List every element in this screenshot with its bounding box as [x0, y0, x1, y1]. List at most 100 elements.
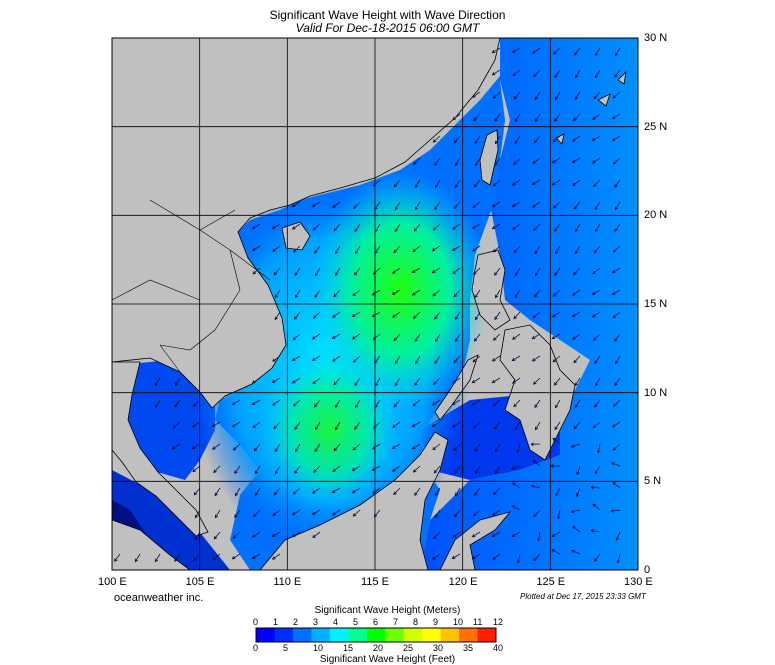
wave-arrow	[512, 377, 521, 384]
lat-lon-grid	[112, 38, 638, 570]
taiwan-island	[479, 129, 499, 186]
wave-arrow	[474, 311, 481, 321]
colorbar-segment	[366, 628, 386, 642]
wave-arrow	[511, 531, 521, 537]
wave-arrow	[454, 311, 461, 321]
wave-arrow	[234, 465, 241, 474]
wave-arrow	[414, 333, 421, 343]
wave-arrow	[291, 223, 301, 230]
wave-arrow	[231, 399, 241, 406]
wave-arrow	[554, 91, 561, 101]
wave-arrow	[432, 223, 441, 231]
wave-arrow	[491, 47, 501, 54]
wave-arrow	[511, 482, 521, 489]
wave-arrow	[614, 201, 621, 211]
wave-arrow	[231, 421, 241, 428]
colorbar-tick-meters: 9	[433, 617, 439, 627]
wave-arrow	[474, 333, 481, 342]
wave-arrow	[491, 509, 501, 516]
colorbar-segment	[440, 628, 460, 642]
wave-arrow	[333, 377, 341, 386]
wave-arrow	[274, 465, 281, 475]
colorbar-title-meters: Significant Wave Height (Meters)	[314, 605, 461, 616]
colorbar-tick-meters: 1	[273, 617, 279, 627]
colorbar-tick-feet: 15	[343, 643, 354, 653]
wave-arrow	[353, 201, 361, 209]
wave-arrow	[491, 531, 501, 538]
wave-arrow	[551, 179, 561, 186]
wave-arrow	[591, 289, 601, 296]
wave-arrow	[334, 267, 341, 277]
colorbar-tick-meters: 12	[493, 617, 504, 627]
wave-arrow	[570, 443, 581, 448]
wave-arrow	[514, 135, 521, 145]
wave-arrow	[171, 443, 181, 450]
wave-arrow	[612, 482, 621, 489]
wave-arrow	[533, 289, 541, 298]
wave-arrow	[572, 289, 581, 296]
wave-arrow	[313, 465, 321, 473]
wave-arrow	[591, 311, 601, 318]
latitude-label: 0	[644, 564, 651, 576]
wave-arrow	[492, 179, 501, 187]
wave-arrow	[592, 503, 601, 511]
wave-arrow	[492, 399, 501, 407]
wave-arrow	[251, 553, 261, 560]
wave-arrow	[472, 267, 481, 275]
wave-arrow	[211, 443, 221, 450]
wave-arrow	[232, 443, 241, 451]
wave-arrow	[554, 69, 561, 79]
colorbar-tick-meters: 11	[473, 617, 483, 627]
wave-arrow	[333, 223, 341, 232]
wave-arrow	[291, 531, 301, 538]
wave-arrow	[511, 355, 521, 362]
colorbar-segment	[292, 628, 312, 642]
wave-arrow	[513, 157, 521, 166]
plotted-timestamp: Plotted at Dec 17, 2015 23:33 GMT	[520, 592, 646, 601]
wave-arrow	[333, 289, 341, 298]
wave-arrow	[312, 311, 321, 319]
wave-arrow	[391, 289, 401, 296]
wave-arrow	[593, 399, 601, 408]
wave-arrow	[611, 421, 621, 428]
wave-arrow	[433, 531, 441, 540]
wave-height-colorbar	[255, 627, 497, 643]
wave-arrow	[412, 465, 421, 473]
wave-arrow	[273, 487, 281, 496]
wave-arrow	[494, 465, 501, 475]
wave-arrow	[555, 487, 561, 497]
wave-arrow	[372, 267, 381, 275]
wave-arrow	[294, 267, 301, 277]
wave-arrow	[332, 355, 341, 362]
wave-arrow	[532, 47, 541, 54]
wave-arrow	[531, 201, 541, 208]
wave-arrow	[212, 553, 221, 561]
wave-arrow	[314, 289, 321, 299]
malay-peninsula	[112, 361, 209, 537]
wave-arrow	[611, 135, 621, 142]
wave-arrow	[574, 245, 581, 255]
wave-arrow	[552, 355, 561, 363]
wave-arrow	[453, 443, 461, 452]
wave-arrow	[570, 509, 581, 514]
asian-mainland	[112, 38, 501, 409]
wave-arrow	[253, 443, 261, 452]
wave-arrow	[454, 465, 461, 475]
wave-arrow	[271, 223, 281, 230]
wave-arrow	[573, 47, 581, 56]
wave-arrow	[571, 311, 581, 318]
wave-arrow	[411, 267, 421, 274]
colorbar-segment	[348, 628, 368, 642]
wave-arrow	[351, 311, 361, 318]
wave-arrow	[192, 399, 201, 407]
wave-arrow	[292, 399, 301, 407]
wave-arrow	[576, 465, 581, 476]
longitude-label: 110 E	[273, 576, 302, 588]
wave-arrow	[414, 201, 421, 211]
wave-arrow	[552, 289, 561, 297]
wave-arrow	[492, 553, 501, 561]
wave-arrow	[312, 377, 321, 385]
wave-arrow	[192, 465, 201, 473]
wave-arrow	[391, 443, 401, 450]
wave-arrow	[174, 399, 181, 408]
